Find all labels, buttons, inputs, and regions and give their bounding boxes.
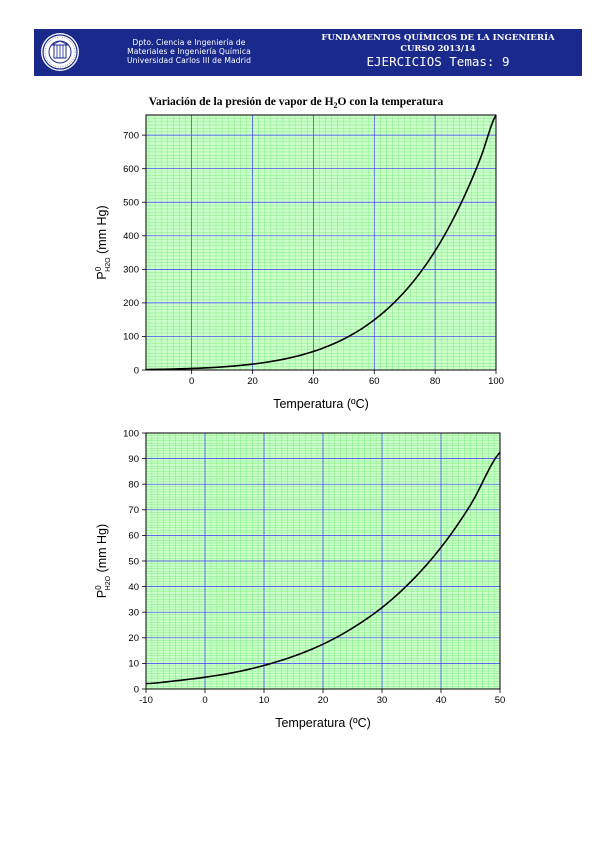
plot-frame — [145, 432, 501, 690]
department-line-1: Dpto. Ciencia e Ingeniería de — [132, 38, 246, 47]
data-point — [176, 368, 178, 370]
course-block: FUNDAMENTOS QUÍMICOS DE LA INGENIERÍA CU… — [308, 33, 568, 69]
data-point — [322, 643, 324, 645]
data-point — [480, 157, 482, 159]
chart-title: Variación de la presión de vapor de H2O … — [149, 96, 444, 110]
x-axis-label: Temperatura (ºC) — [273, 397, 369, 411]
department-block: Dpto. Ciencia e Ingeniería de Materiales… — [84, 38, 294, 65]
x-tick-label: 100 — [488, 376, 504, 387]
x-tick-label: 60 — [369, 376, 380, 387]
data-point — [263, 665, 265, 667]
exercises-topic: EJERCICIOS Temas: 9 — [366, 54, 510, 69]
y-tick-label: 10 — [128, 659, 139, 670]
data-point — [389, 306, 391, 308]
course-title: FUNDAMENTOS QUÍMICOS DE LA INGENIERÍA — [321, 33, 555, 43]
plot-background — [146, 115, 496, 370]
data-point — [204, 676, 206, 678]
y-tick-label: 200 — [123, 298, 139, 309]
data-point — [499, 451, 501, 453]
data-point — [450, 224, 452, 226]
x-tick-label: 30 — [377, 695, 388, 706]
data-point — [434, 250, 436, 252]
page-header: Dpto. Ciencia e Ingeniería de Materiales… — [34, 29, 582, 76]
x-tick-label: 0 — [202, 695, 207, 706]
data-point — [234, 672, 236, 674]
data-point — [313, 351, 315, 353]
y-tick-label: 700 — [123, 130, 139, 141]
data-point — [495, 114, 497, 116]
y-tick-label: 500 — [123, 198, 139, 209]
data-point — [440, 547, 442, 549]
y-axis-label: P0 H2O (mm Hg) — [94, 524, 112, 598]
x-tick-label: 20 — [318, 695, 329, 706]
x-tick-label: -10 — [139, 695, 153, 706]
grid — [146, 114, 497, 371]
data-point — [293, 655, 295, 657]
x-tick-label: 0 — [189, 376, 194, 387]
y-tick-label: 0 — [134, 365, 139, 376]
data-point — [411, 580, 413, 582]
y-tick-label: 90 — [128, 454, 139, 465]
y-tick-label: 70 — [128, 505, 139, 516]
y-tick-label: 100 — [123, 428, 139, 439]
grid — [145, 432, 501, 690]
data-point — [404, 291, 406, 293]
y-tick-label: 400 — [123, 231, 139, 242]
y-tick-label: 50 — [128, 556, 139, 567]
university-name: Universidad Carlos III de Madrid — [126, 56, 252, 65]
y-tick-label: 30 — [128, 608, 139, 619]
data-point — [221, 366, 223, 368]
plot-background — [146, 433, 500, 689]
y-tick-label: 300 — [123, 265, 139, 276]
data-point — [352, 627, 354, 629]
x-tick-label: 10 — [259, 695, 270, 706]
department-line-2: Materiales e Ingeniería Química — [127, 47, 251, 56]
plot-frame — [145, 114, 497, 371]
data-point — [160, 368, 162, 370]
data-point — [373, 319, 375, 321]
x-tick-label: 80 — [430, 376, 441, 387]
data-point — [465, 193, 467, 195]
y-tick-label: 100 — [123, 332, 139, 343]
chart-1: 0 20 40 60 80 100 0 100 200 300 400 500 600 700 Temper… — [94, 96, 504, 411]
y-tick-label: 80 — [128, 480, 139, 491]
data-point — [267, 361, 269, 363]
data-point — [175, 680, 177, 682]
series-line — [145, 114, 497, 371]
x-axis-label: Temperatura (ºC) — [275, 716, 371, 730]
series-line — [145, 451, 501, 685]
chart-2: -10 0 10 20 30 40 500102030405060708090100Temp… — [94, 428, 505, 730]
y-tick-label: 60 — [128, 531, 139, 542]
data-point — [145, 369, 147, 371]
data-point — [328, 345, 330, 347]
data-point — [252, 363, 254, 365]
y-tick-label: 20 — [128, 633, 139, 644]
data-point — [206, 367, 208, 369]
y-axis-label: P0 H2O (mm Hg) — [94, 205, 112, 279]
university-seal-icon — [41, 33, 79, 71]
data-point — [297, 355, 299, 357]
y-tick-label: 0 — [134, 684, 139, 695]
data-point — [282, 359, 284, 361]
course-year: CURSO 2013/14 — [400, 43, 476, 53]
x-tick-label: 20 — [247, 376, 258, 387]
y-tick-label: 40 — [128, 582, 139, 593]
x-tick-label: 40 — [308, 376, 319, 387]
data-point — [191, 368, 193, 370]
x-tick-label: 50 — [495, 695, 506, 706]
data-point — [381, 607, 383, 609]
data-point — [419, 272, 421, 274]
x-tick-label: 40 — [436, 695, 447, 706]
y-tick-label: 600 — [123, 164, 139, 175]
data-point — [145, 683, 147, 685]
data-point — [237, 365, 239, 367]
data-point — [358, 330, 360, 332]
data-point — [343, 338, 345, 340]
data-point — [470, 504, 472, 506]
